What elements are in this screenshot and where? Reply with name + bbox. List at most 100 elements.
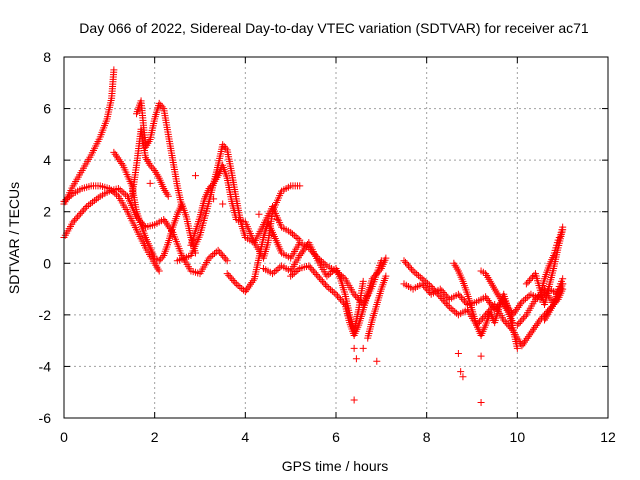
data-point [328, 287, 336, 295]
data-point [211, 249, 219, 257]
y-tick-label: 0 [43, 255, 51, 271]
data-point [217, 250, 225, 258]
data-point [107, 186, 115, 194]
data-point [205, 254, 213, 262]
data-point [232, 280, 240, 288]
data-point [457, 368, 465, 376]
data-point [223, 257, 231, 265]
data-point [328, 268, 336, 276]
data-point [519, 314, 527, 322]
data-point [403, 260, 411, 268]
x-tick-label: 8 [423, 429, 431, 445]
data-point [359, 277, 367, 285]
data-point [308, 265, 316, 273]
data-point [157, 101, 165, 109]
data-point [219, 252, 227, 260]
data-point [236, 283, 244, 291]
series-track-t [541, 275, 567, 324]
data-point [292, 233, 300, 241]
data-point [210, 195, 218, 203]
data-point [305, 262, 313, 270]
data-point [441, 290, 449, 298]
data-point [424, 287, 432, 295]
data-point [408, 265, 416, 273]
data-point [528, 273, 536, 281]
data-point [477, 316, 485, 324]
series-track-i [223, 218, 385, 309]
data-point [157, 255, 165, 263]
data-point [429, 284, 437, 292]
y-tick-label: 8 [43, 49, 51, 65]
data-point [323, 272, 331, 280]
data-point [368, 275, 376, 283]
data-point [416, 273, 424, 281]
data-point [273, 215, 281, 223]
data-point [376, 266, 384, 274]
data-point [332, 290, 340, 298]
series-track-b [60, 185, 231, 278]
data-point [476, 318, 484, 326]
data-point [370, 273, 378, 281]
data-point [438, 287, 446, 295]
data-point [316, 256, 324, 264]
data-point [373, 270, 381, 278]
data-point [525, 276, 533, 284]
data-point [255, 210, 263, 218]
data-point [439, 296, 447, 304]
x-tick-label: 2 [151, 429, 159, 445]
data-point [500, 316, 508, 324]
data-point [405, 262, 413, 270]
data-point [518, 316, 526, 324]
data-point [216, 248, 224, 256]
data-point [321, 281, 329, 289]
data-point [451, 308, 459, 316]
data-point [272, 267, 280, 275]
data-point [77, 209, 85, 217]
data-point [513, 321, 521, 329]
x-tick-label: 0 [60, 429, 68, 445]
data-point [518, 298, 526, 306]
data-point [207, 183, 215, 191]
data-point [420, 276, 428, 284]
data-point [219, 141, 227, 149]
series-track-c [60, 182, 163, 275]
data-point [516, 318, 524, 326]
data-point [311, 269, 319, 277]
data-point [439, 289, 447, 297]
data-point [531, 295, 539, 303]
data-point [287, 228, 295, 236]
data-point [418, 275, 426, 283]
data-point [288, 230, 296, 238]
data-point [306, 264, 314, 272]
data-point [373, 357, 381, 365]
data-point [435, 291, 443, 299]
data-point [422, 278, 430, 286]
series-track-f [128, 125, 172, 200]
data-point [327, 286, 335, 294]
data-point [454, 350, 462, 358]
series-track-l [364, 272, 390, 342]
data-point [340, 299, 348, 307]
data-point [488, 304, 496, 312]
data-point [274, 265, 282, 273]
x-tick-label: 10 [510, 429, 526, 445]
data-point [432, 288, 440, 296]
data-point [122, 191, 130, 199]
data-point [114, 185, 122, 193]
data-point [238, 285, 246, 293]
y-axis-ticks: -6 -4 -2 0 2 4 6 8 [39, 49, 608, 426]
data-point [309, 267, 317, 275]
data-point [436, 293, 444, 301]
data-point [219, 200, 227, 208]
data-point [270, 268, 278, 276]
data-point [146, 161, 154, 169]
data-point [71, 216, 79, 224]
data-point [509, 319, 517, 327]
y-tick-label: -6 [39, 410, 52, 426]
data-point [352, 355, 360, 363]
data-point [296, 182, 304, 190]
data-point [74, 213, 82, 221]
data-point [220, 253, 228, 261]
data-point [445, 303, 453, 311]
